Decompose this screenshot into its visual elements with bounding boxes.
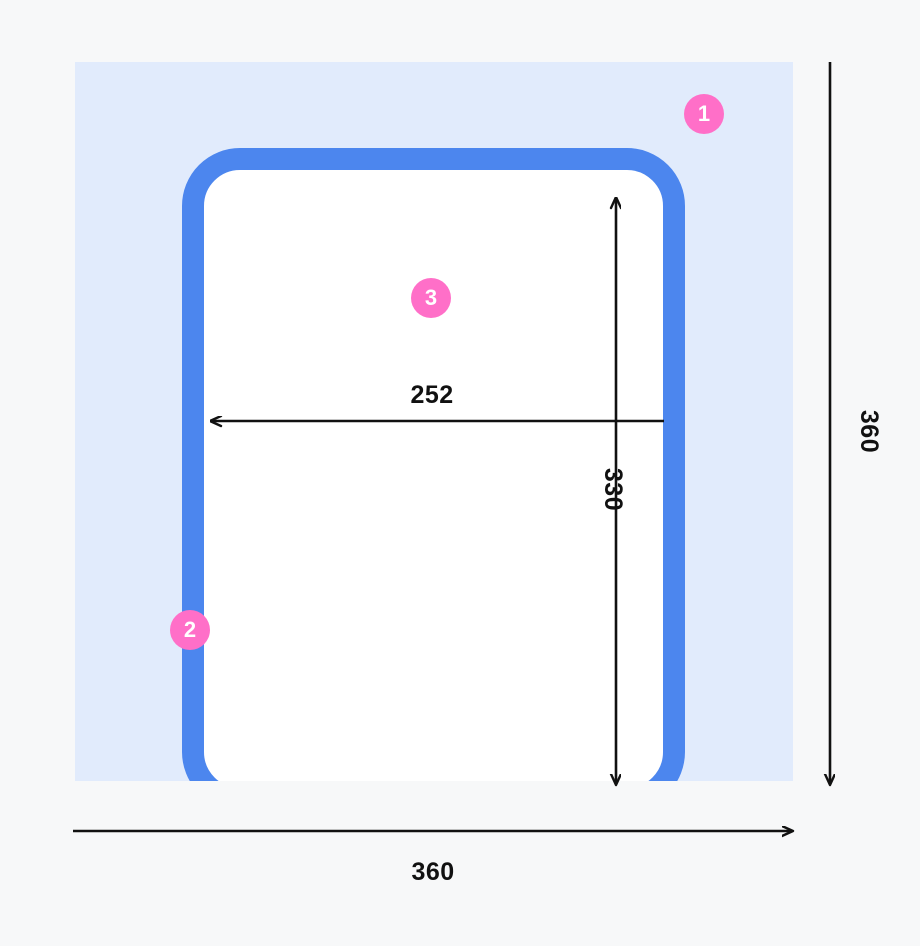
blue-rounded-frame-stroke: [182, 148, 685, 781]
badge-marker-1[interactable]: 1: [684, 94, 724, 134]
blue-rounded-frame-fill: [193, 159, 674, 781]
badge-marker-2[interactable]: 2: [170, 610, 210, 650]
blue-frame-group: [182, 148, 685, 781]
dimension-label-252: 252: [410, 380, 454, 409]
dimension-label-360-width: 360: [411, 857, 455, 886]
dimension-label-360-height: 360: [854, 409, 883, 453]
badge-marker-3[interactable]: 3: [411, 278, 451, 318]
dimension-label-330: 330: [598, 467, 627, 511]
